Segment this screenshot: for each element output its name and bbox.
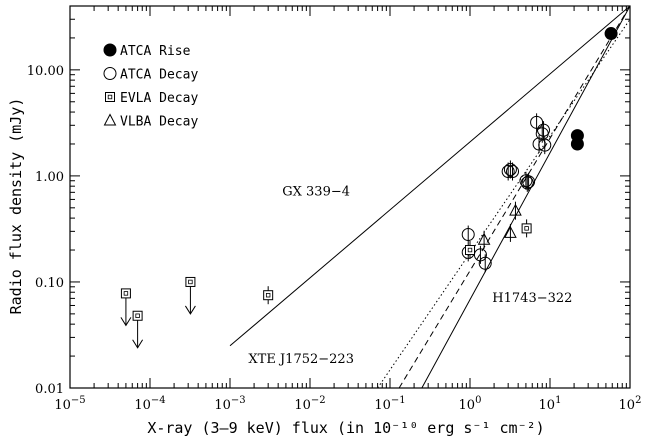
point-open-square <box>132 310 143 321</box>
upper-limit-arrow-head <box>184 305 196 315</box>
point-open-circle <box>103 67 117 80</box>
point-open-circle <box>506 165 520 179</box>
x-tick-base: 10 <box>459 398 476 413</box>
x-tick-exponent: −2 <box>311 395 326 406</box>
point-open-triangle <box>477 232 491 245</box>
point-open-circle <box>501 165 515 179</box>
point-open-triangle <box>103 113 117 126</box>
legend-label: EVLA Decay <box>120 91 198 106</box>
point-square-inner <box>524 226 529 231</box>
legend-label: ATCA Rise <box>120 44 191 59</box>
point-filled-circle <box>570 137 584 151</box>
point-open-square <box>263 290 274 301</box>
x-tick-exponent: 2 <box>635 395 641 406</box>
point-square-inner <box>467 247 473 253</box>
x-tick-exponent: −4 <box>151 395 166 406</box>
point-filled-circle <box>103 43 117 57</box>
axis-ticks: 10−5 10−4 10−3 10−2 10−1 100 101 1020.010.101.0… <box>27 5 642 413</box>
point-open-circle <box>530 115 544 129</box>
point-open-circle <box>503 162 517 176</box>
y-tick-label: 1.00 <box>35 170 64 185</box>
y-tick-label: 0.01 <box>35 382 64 397</box>
point-open-circle <box>538 138 552 152</box>
point-square-inner <box>135 313 140 318</box>
x-tick-base: 10 <box>539 398 556 413</box>
x-tick-label: 10−3 <box>214 395 245 413</box>
annotations: GX 339−4 H1743−322 XTE J1752−223 <box>248 185 572 367</box>
x-tick-base: 10 <box>214 398 231 413</box>
point-open-circle <box>520 176 534 190</box>
point-square-inner <box>188 279 193 285</box>
x-tick-label: 10−1 <box>374 395 405 413</box>
point-square-inner <box>107 94 113 100</box>
data-points <box>120 27 618 349</box>
x-tick-base: 10 <box>374 398 391 413</box>
point-open-square <box>105 92 115 102</box>
model-lines <box>229 6 630 388</box>
model-line-solid <box>421 6 630 388</box>
x-tick-base: 10 <box>54 398 71 413</box>
upper-limit-arrow-head <box>132 339 144 349</box>
line-annotation: H1743−322 <box>492 291 572 306</box>
x-tick-exponent: −1 <box>391 395 406 406</box>
model-line-solid <box>229 6 630 347</box>
line-annotation: GX 339−4 <box>282 185 350 200</box>
legend-label: ATCA Decay <box>120 68 198 83</box>
point-filled-circle <box>604 27 618 41</box>
plot-border <box>69 5 631 389</box>
x-axis-label: X-ray (3–9 keV) flux (in 10⁻¹⁰ erg s⁻¹ c… <box>147 419 544 437</box>
x-tick-exponent: −5 <box>71 395 86 406</box>
point-open-square <box>465 245 475 256</box>
upper-limit-arrow-head <box>120 317 132 327</box>
point-open-triangle <box>509 203 522 216</box>
model-line-dotted <box>377 18 630 388</box>
y-tick-label: 10.00 <box>27 64 64 79</box>
point-square-inner <box>123 291 129 296</box>
point-open-triangle <box>504 225 517 238</box>
point-open-circle <box>522 175 536 189</box>
x-tick-exponent: −3 <box>231 395 246 406</box>
x-tick-exponent: 1 <box>555 395 561 406</box>
point-open-square <box>120 288 131 299</box>
plot-frame <box>69 5 631 389</box>
x-tick-base: 10 <box>134 398 151 413</box>
point-open-square <box>185 276 196 287</box>
y-axis-label: Radio flux density (mJy) <box>7 98 25 315</box>
point-open-square <box>521 223 532 234</box>
y-tick-label: 0.10 <box>35 276 64 291</box>
point-open-circle <box>461 228 475 242</box>
model-line-dashed <box>398 6 630 388</box>
x-tick-label: 10−2 <box>294 395 325 413</box>
line-annotation: XTE J1752−223 <box>248 352 354 367</box>
point-open-circle <box>478 256 492 270</box>
legend: ATCA Rise ATCA Decay EVLA Decay VLBA Decay <box>103 43 198 130</box>
x-tick-exponent: 0 <box>475 395 481 406</box>
x-tick-label: 100 <box>459 395 482 413</box>
x-tick-base: 10 <box>619 398 636 413</box>
point-square-inner <box>265 292 271 298</box>
point-open-circle <box>537 123 551 137</box>
x-tick-label: 10−4 <box>134 395 165 413</box>
x-tick-label: 10−5 <box>54 395 85 413</box>
x-tick-base: 10 <box>294 398 311 413</box>
legend-label: VLBA Decay <box>120 115 198 130</box>
x-tick-label: 101 <box>539 395 562 413</box>
x-tick-label: 102 <box>619 395 642 413</box>
